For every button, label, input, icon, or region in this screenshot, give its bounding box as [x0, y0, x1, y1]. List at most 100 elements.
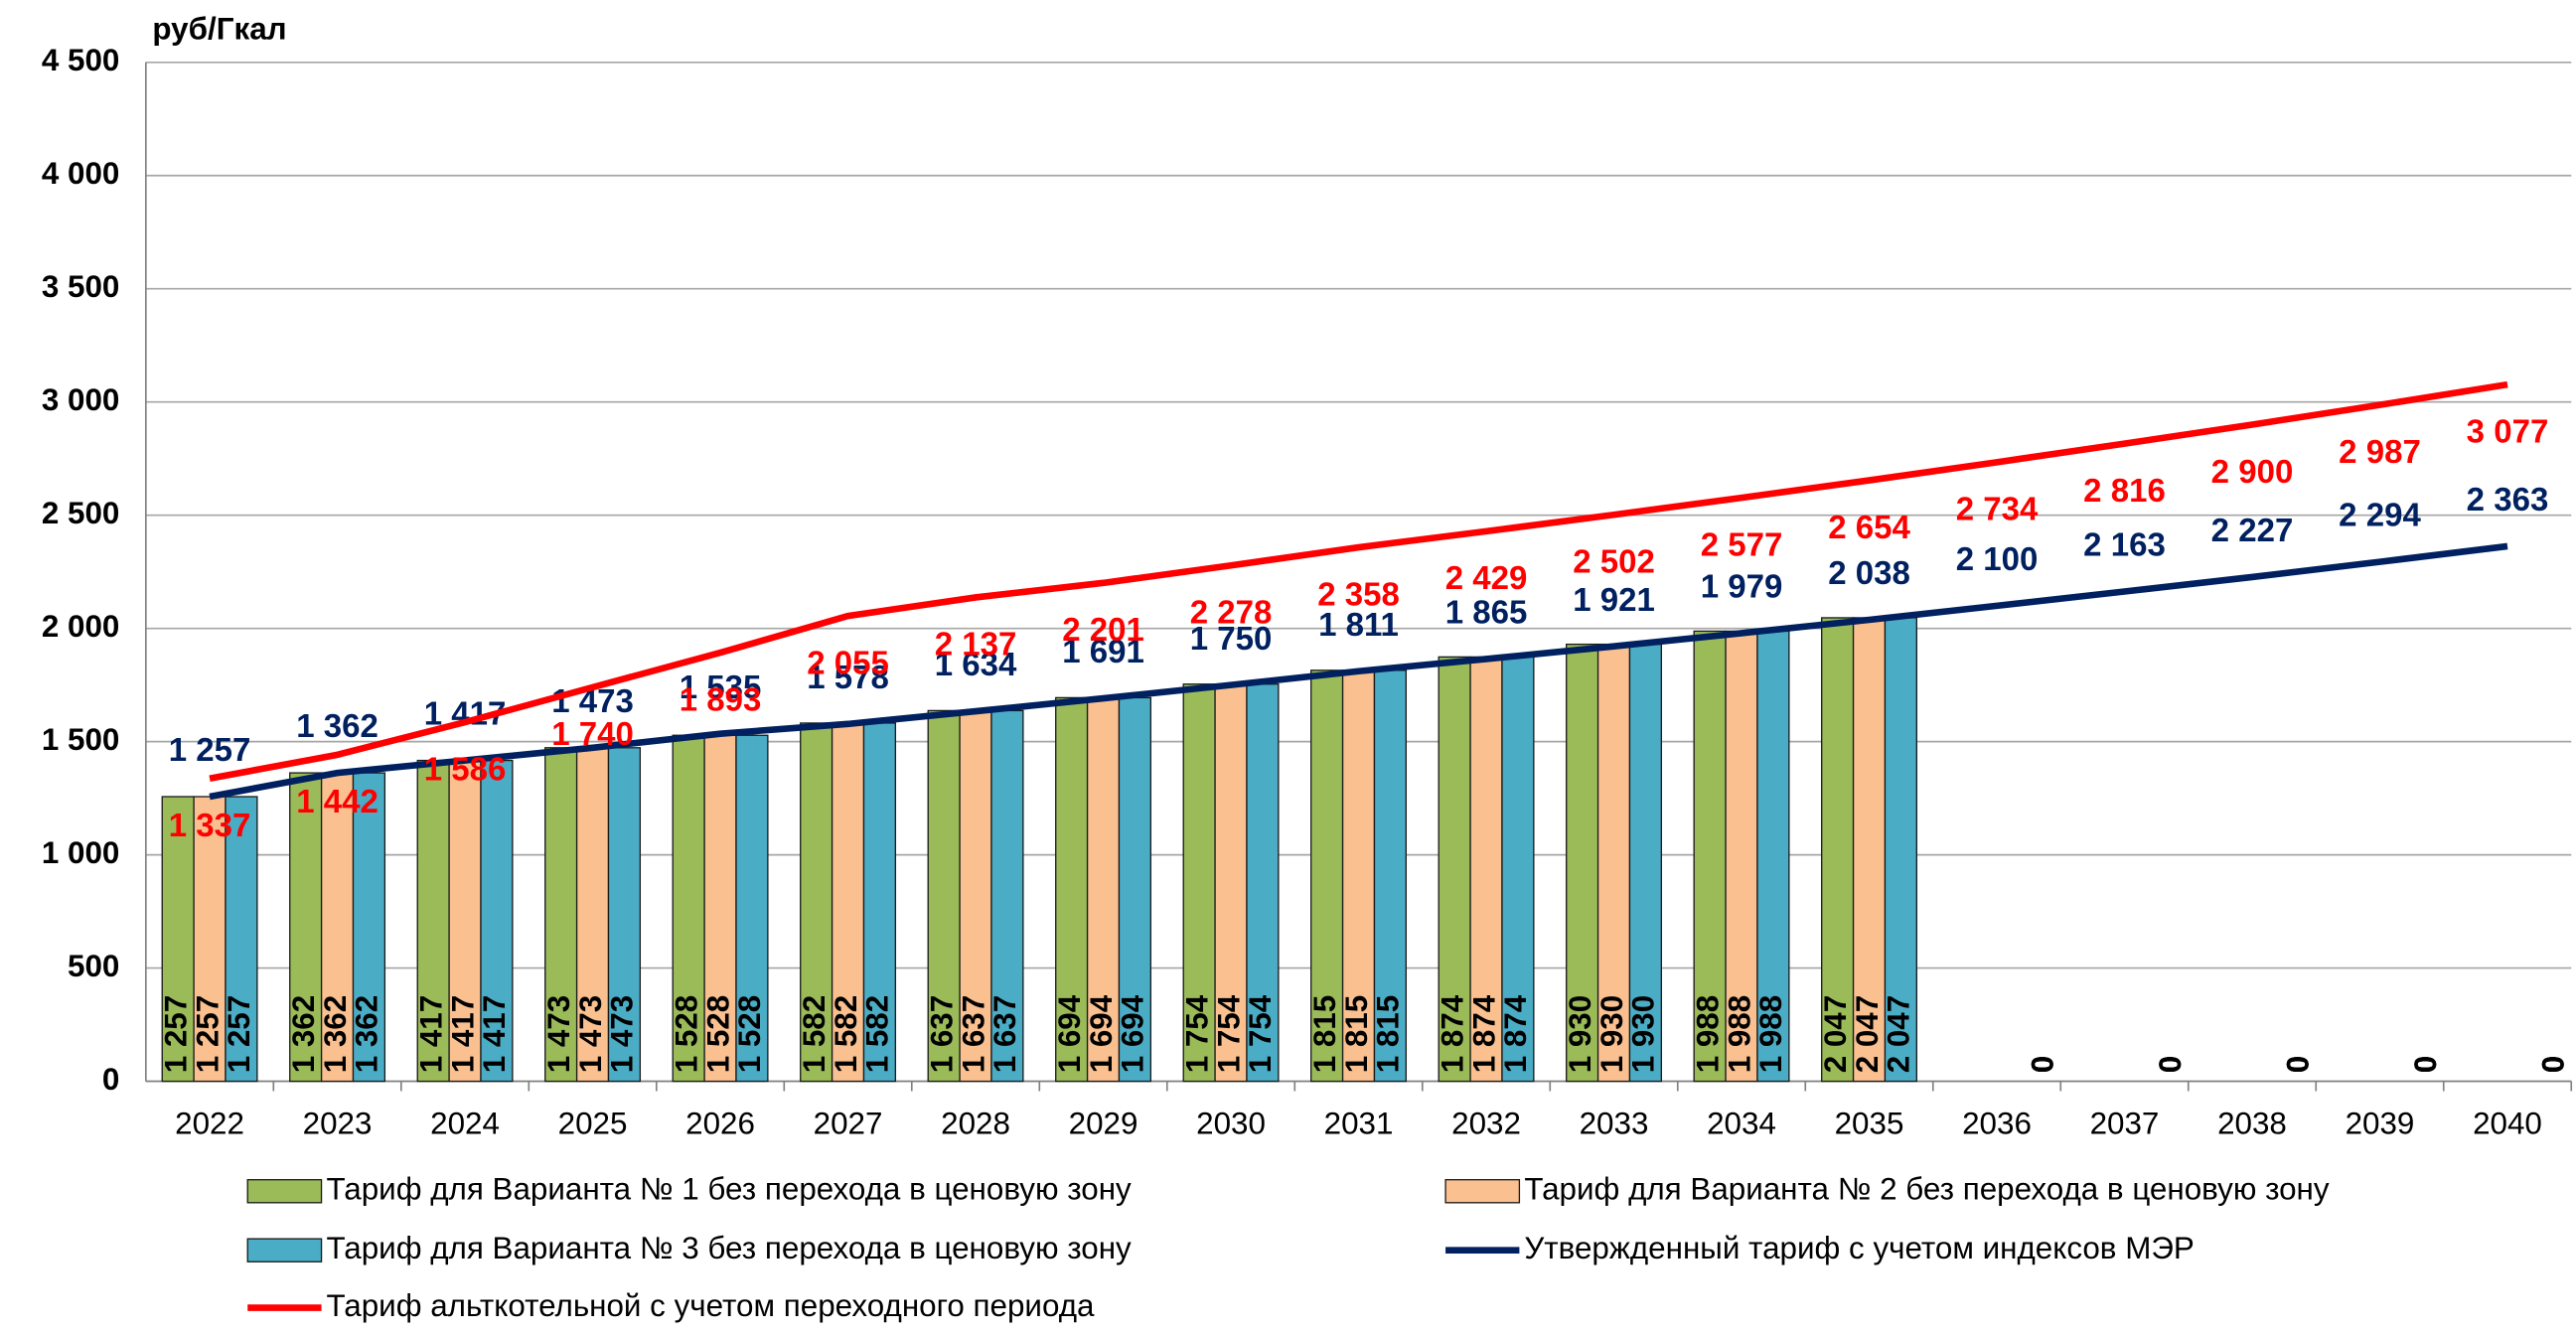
bar [193, 796, 227, 1083]
bar-value-label: 1 417 [445, 995, 480, 1074]
line-value-label: 1 979 [1701, 568, 1783, 605]
bar [1596, 643, 1631, 1083]
line-value-label: 2 987 [2339, 433, 2421, 470]
bar [1566, 643, 1599, 1083]
bar-value-label: 1 874 [1498, 994, 1533, 1073]
line-value-label: 2 577 [1701, 525, 1783, 562]
legend-label: Тариф для Варианта № 3 без перехода в це… [327, 1231, 1133, 1265]
legend-label: Утвержденный тариф с учетом индексов МЭР [1524, 1231, 2194, 1265]
bar-value-label: 1 528 [732, 995, 767, 1074]
line-value-label: 2 734 [1956, 491, 2039, 527]
bar [352, 772, 386, 1083]
line-value-label: 1 921 [1573, 581, 1655, 618]
bar-value-label: 1 473 [605, 995, 640, 1074]
x-tick-label: 2024 [430, 1106, 500, 1140]
bar-value-label: 1 930 [1594, 995, 1629, 1074]
line-value-label: 2 363 [2467, 481, 2549, 518]
y-tick-label: 1 500 [42, 722, 120, 757]
bar-value-label: 1 988 [1722, 995, 1756, 1074]
bar-value-label: 1 582 [829, 995, 863, 1074]
bar [831, 722, 865, 1083]
line-value-label: 1 865 [1445, 594, 1528, 631]
bar [959, 709, 992, 1083]
y-tick-label: 2 000 [42, 609, 120, 644]
legend-label: Тариф для Варианта № 1 без перехода в це… [327, 1172, 1133, 1207]
bar [1438, 656, 1471, 1083]
line [209, 380, 2508, 783]
bar [1246, 683, 1280, 1083]
line-value-label: 1 578 [807, 659, 889, 695]
line-value-label: 3 077 [2467, 412, 2549, 449]
x-tick-label: 2036 [1962, 1106, 2032, 1140]
line-value-label: 2 294 [2339, 497, 2421, 533]
y-tick-label: 4 000 [42, 156, 120, 191]
bar-value-label: 1 988 [1690, 995, 1725, 1074]
x-tick-label: 2030 [1196, 1106, 1266, 1140]
bar-value-label: 1 257 [222, 995, 256, 1074]
line-value-label: 2 055 [807, 644, 889, 680]
x-tick-label: 2026 [685, 1106, 755, 1140]
legend-swatch [246, 1179, 323, 1204]
line-value-label: 2 137 [935, 626, 1017, 663]
legend-swatch [1444, 1179, 1521, 1204]
line-value-label: 1 586 [424, 750, 507, 787]
line-value-label: 1 535 [680, 668, 762, 705]
bar-value-label: 1 754 [1243, 994, 1278, 1073]
bar-value-label: 1 988 [1753, 995, 1788, 1074]
y-tick-label: 3 500 [42, 269, 120, 304]
bar [1501, 656, 1535, 1083]
line-value-label: 1 740 [551, 715, 634, 752]
x-tick-label: 2029 [1069, 1106, 1138, 1140]
bar-value-label: 1 694 [1052, 994, 1087, 1073]
line-value-label: 2 816 [2083, 472, 2166, 509]
bar-value-label: 0 [2536, 1056, 2571, 1073]
bar-value-label: 0 [2153, 1056, 2188, 1073]
bar [1884, 617, 1917, 1083]
bar [703, 734, 737, 1083]
bar-value-label: 1 528 [669, 995, 703, 1074]
x-tick-label: 2037 [2090, 1106, 2160, 1140]
bar-value-label: 1 637 [987, 995, 1022, 1074]
bar-value-label: 1 362 [350, 995, 384, 1074]
bar [927, 709, 961, 1083]
x-tick-label: 2034 [1707, 1106, 1776, 1140]
line-value-label: 2 201 [1062, 611, 1144, 648]
bar [1725, 630, 1758, 1083]
line-value-label: 2 900 [2211, 453, 2294, 490]
bar-value-label: 1 417 [477, 995, 512, 1074]
bar-value-label: 1 694 [1084, 994, 1119, 1073]
bar-value-label: 0 [2026, 1056, 2060, 1073]
bar-value-label: 0 [2536, 1056, 2571, 1073]
x-tick-label: 2022 [175, 1106, 244, 1140]
x-tick-label: 2038 [2217, 1106, 2287, 1140]
line-value-label: 1 442 [296, 783, 379, 819]
bar-value-label: 0 [2408, 1056, 2443, 1073]
bar-value-label: 1 417 [413, 995, 448, 1074]
line-value-label: 2 100 [1956, 540, 2039, 577]
line-value-label: 1 362 [296, 707, 379, 744]
line-value-label: 2 502 [1573, 542, 1655, 579]
bar [607, 747, 642, 1083]
line-value-label: 1 691 [1062, 633, 1144, 669]
bar-value-label: 0 [2281, 1056, 2316, 1073]
bar-value-label: 1 257 [158, 995, 193, 1074]
legend-swatch [246, 1238, 323, 1262]
line-value-label: 2 358 [1317, 575, 1400, 612]
x-tick-label: 2039 [2346, 1106, 2415, 1140]
bar-value-label: 1 637 [924, 995, 959, 1074]
line-value-label: 2 278 [1190, 594, 1273, 631]
bar [1693, 630, 1727, 1083]
bar-value-label: 1 528 [700, 995, 735, 1074]
bar [735, 734, 769, 1083]
line-value-label: 1 257 [169, 731, 251, 768]
x-tick-label: 2023 [303, 1106, 373, 1140]
bar-value-label: 1 473 [573, 995, 608, 1074]
y-tick-label: 1 000 [42, 835, 120, 870]
bar-value-label: 1 930 [1626, 995, 1661, 1074]
bar [1310, 669, 1344, 1083]
line-value-label: 2 038 [1828, 554, 1910, 591]
legend-label: Тариф для Варианта № 2 без перехода в це… [1524, 1172, 2330, 1207]
line-value-label: 2 227 [2211, 512, 2294, 548]
line-value-label: 1 893 [680, 680, 762, 717]
